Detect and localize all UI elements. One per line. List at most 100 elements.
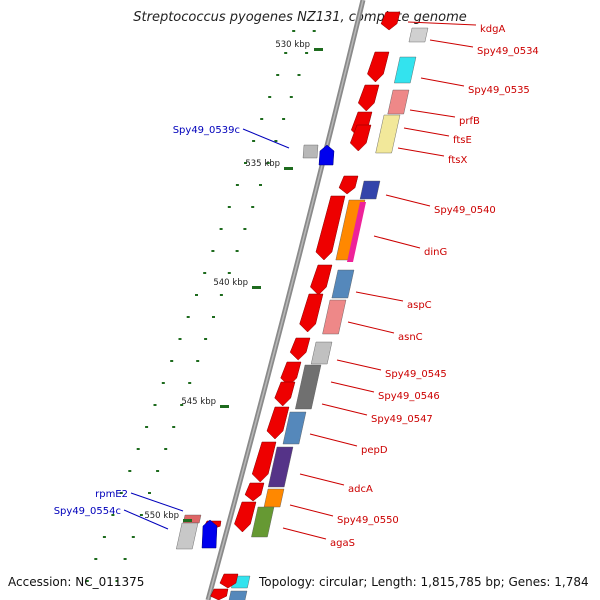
kbp-tick-mark [284,167,293,170]
gene-color-block[interactable] [331,269,355,299]
guide-dot [172,426,176,428]
gene-label-agas[interactable]: agaS [330,538,355,549]
kbp-tick-mark [314,48,323,51]
leader-line [289,504,334,517]
gene-label-ftsx[interactable]: ftsX [448,155,467,166]
gene-label-spy49-0534[interactable]: Spy49_0534 [477,46,539,57]
gene-label-spy49-0540[interactable]: Spy49_0540 [434,205,496,216]
leader-line [130,492,184,512]
gene-color-block[interactable] [295,364,322,410]
guide-dot [156,470,160,472]
guide-dot [227,206,231,208]
guide-dot [164,448,168,450]
kbp-tick-mark [252,286,261,289]
gene-color-block[interactable] [282,411,307,445]
gene-color-block[interactable] [310,341,333,365]
gene-label-rpme2[interactable]: rpmE2 [95,489,128,500]
reverse-gene-arrow[interactable] [201,519,218,549]
forward-gene-arrow[interactable] [244,482,265,502]
forward-gene-arrow[interactable] [274,381,296,407]
forward-gene-arrow[interactable] [289,337,311,361]
gene-color-block[interactable] [394,56,417,84]
gene-label-spy49-0546[interactable]: Spy49_0546 [378,391,440,402]
kbp-tick-label: 545 kbp [181,397,216,407]
kbp-scale: 530 kbp 535 kbp 540 kbp 545 kbp 550 kbp [144,40,323,522]
gene-label-spy49-0554c[interactable]: Spy49_0554c [54,506,121,517]
forward-gene-arrow[interactable] [234,501,257,533]
guide-dot [227,272,231,274]
guide-dot [211,250,215,252]
gene-label-adca[interactable]: adcA [348,484,373,495]
gene-color-block[interactable] [267,446,294,488]
guide-dot [266,162,270,164]
leader-line [355,291,404,302]
gene-label-aspc[interactable]: aspC [407,300,432,311]
leader-line [420,77,465,87]
forward-gene-arrow[interactable] [338,175,359,195]
gene-label-asnc[interactable]: asnC [398,332,423,343]
forward-gene-arrow[interactable] [251,441,277,483]
guide-dot [204,338,208,340]
guide-dot [289,96,293,98]
guide-dot [115,580,119,582]
leader-line [429,39,474,48]
guide-dot [312,30,316,32]
gene-color-block[interactable] [359,180,381,200]
leader-line [330,381,375,393]
kbp-tick-label: 535 kbp [245,159,280,169]
gene-color-block[interactable] [322,299,347,335]
gene-label-kdga[interactable]: kdgA [480,24,505,35]
guide-dot [219,294,223,296]
guide-dot [243,228,247,230]
gene-label-pepd[interactable]: pepD [361,445,388,456]
guide-dot [203,272,207,274]
guide-dot [305,52,309,54]
guide-dot [188,382,192,384]
gene-features-layer[interactable] [176,11,429,600]
gene-label-spy49-0547[interactable]: Spy49_0547 [371,414,433,425]
forward-gene-arrow[interactable] [380,11,401,31]
gene-color-block[interactable] [347,202,366,262]
accession-text: Accession: NC_011375 [8,575,145,589]
gene-label-spy49-0550[interactable]: Spy49_0550 [337,515,399,526]
guide-dot [102,536,106,538]
guide-dot [186,316,190,318]
forward-gene-arrow[interactable] [357,84,380,112]
guide-dots-layer [85,30,316,582]
gene-color-block[interactable] [228,590,248,600]
leader-line [309,433,358,447]
forward-gene-arrow[interactable] [310,264,333,296]
gene-label-spy49-0535[interactable]: Spy49_0535 [468,85,530,96]
forward-gene-arrow[interactable] [219,573,239,589]
guide-dot [131,536,135,538]
gene-color-block[interactable] [387,89,410,115]
guide-dot [282,118,286,120]
gene-color-block[interactable] [263,488,285,508]
kbp-tick-label: 530 kbp [275,40,310,50]
gene-label-ftse[interactable]: ftsE [453,135,472,146]
guide-dot [235,184,239,186]
leader-line [242,128,290,149]
forward-gene-arrow[interactable] [299,293,324,333]
gene-label-spy49-0539c[interactable]: Spy49_0539c [173,125,240,136]
gene-label-prfb[interactable]: prfB [459,116,480,127]
reverse-gene-arrow[interactable] [318,144,335,166]
guide-dot [119,492,123,494]
forward-gene-arrow[interactable] [367,51,390,83]
forward-gene-arrow[interactable] [266,406,290,440]
forward-gene-arrow[interactable] [210,588,229,600]
leader-line [385,194,431,207]
gene-color-block[interactable] [375,114,401,154]
forward-gene-arrow[interactable] [349,124,372,152]
gene-label-ding[interactable]: dinG [424,247,447,258]
gene-color-block[interactable] [302,144,319,159]
guide-dot [161,382,165,384]
gene-label-spy49-0545[interactable]: Spy49_0545 [385,369,447,380]
leader-line [347,321,395,334]
forward-gene-arrow[interactable] [315,195,346,261]
leader-line [282,527,327,540]
gene-color-block[interactable] [251,506,275,538]
gene-color-block[interactable] [408,27,429,43]
gene-color-block[interactable] [176,522,199,550]
